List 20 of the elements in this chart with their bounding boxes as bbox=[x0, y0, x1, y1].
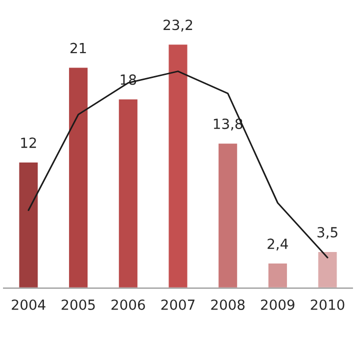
bar bbox=[267, 262, 288, 288]
data-label: 2,4 bbox=[268, 238, 288, 250]
x-tick-label: 2008 bbox=[211, 299, 245, 310]
data-label: 23,2 bbox=[164, 20, 192, 32]
x-tick-label: 2006 bbox=[112, 299, 145, 310]
data-label: 21 bbox=[70, 42, 86, 54]
x-tick-label: 2004 bbox=[12, 299, 46, 310]
bar bbox=[217, 142, 239, 288]
bar bbox=[117, 98, 139, 288]
bar bbox=[18, 161, 40, 288]
data-label: 13,8 bbox=[214, 118, 242, 130]
x-tick-label: 2009 bbox=[261, 299, 294, 310]
bar bbox=[68, 66, 89, 288]
data-label: 12 bbox=[21, 138, 36, 148]
bar bbox=[167, 43, 189, 288]
x-tick-label: 2005 bbox=[62, 299, 95, 310]
data-label: 3,5 bbox=[318, 226, 338, 239]
bar bbox=[316, 250, 338, 288]
x-tick-label: 2007 bbox=[161, 299, 194, 310]
x-tick-label: 2010 bbox=[310, 299, 344, 310]
